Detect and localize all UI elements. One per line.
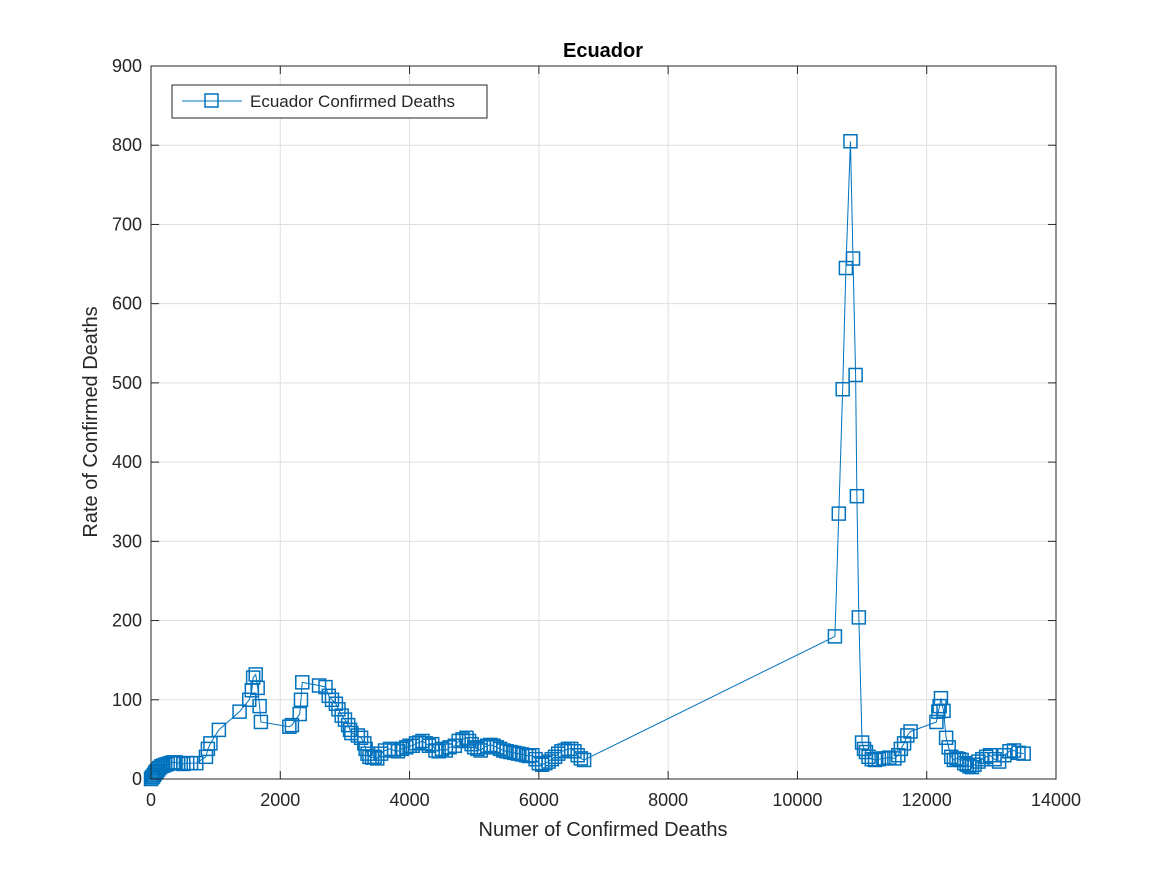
y-axis-label: Rate of Confirmed Deaths bbox=[80, 306, 102, 537]
data-point-marker bbox=[936, 703, 951, 719]
data-point-marker bbox=[848, 367, 863, 383]
data-point-marker bbox=[232, 704, 247, 719]
legend: Ecuador Confirmed Deaths bbox=[171, 84, 488, 119]
x-tick-label: 0 bbox=[146, 790, 156, 810]
data-point-marker bbox=[1016, 746, 1031, 761]
data-point-marker bbox=[390, 744, 406, 759]
data-point-marker bbox=[394, 741, 410, 757]
data-point-marker bbox=[211, 722, 227, 738]
data-point-marker bbox=[849, 488, 865, 504]
data-point-marker bbox=[250, 680, 265, 696]
y-tick-label: 600 bbox=[112, 294, 142, 314]
data-point-marker bbox=[1006, 743, 1022, 758]
data-point-marker bbox=[284, 717, 300, 733]
chart-title: Ecuador bbox=[563, 40, 643, 62]
y-tick-label: 500 bbox=[112, 373, 142, 393]
data-point-marker bbox=[1011, 745, 1026, 761]
data-point-marker bbox=[997, 747, 1012, 763]
data-point-marker bbox=[1002, 744, 1017, 759]
x-tick-label: 8000 bbox=[648, 790, 688, 810]
data-point-marker bbox=[827, 629, 843, 644]
x-axis-label: Numer of Confirmed Deaths bbox=[479, 819, 728, 841]
data-point-marker bbox=[845, 251, 861, 266]
axes bbox=[150, 65, 1057, 780]
y-tick-label: 300 bbox=[112, 531, 142, 551]
legend-entry-ecuador-confirmed-deaths: Ecuador Confirmed Deaths bbox=[250, 92, 455, 111]
data-point-marker bbox=[881, 750, 897, 765]
data-point-marker bbox=[510, 746, 526, 761]
x-tick-label: 14000 bbox=[1031, 790, 1081, 810]
data-point-marker bbox=[340, 717, 356, 733]
data-point-marker bbox=[932, 698, 947, 714]
data-point-marker bbox=[499, 744, 514, 759]
data-point-marker bbox=[956, 755, 972, 771]
data-point-marker bbox=[831, 506, 847, 521]
x-tick-label: 4000 bbox=[390, 790, 430, 810]
data-point-marker bbox=[938, 730, 954, 746]
data-point-marker bbox=[203, 736, 218, 751]
data-point-marker bbox=[576, 752, 592, 768]
data-point-marker bbox=[253, 714, 269, 730]
y-tick-label: 400 bbox=[112, 452, 142, 472]
x-tick-label: 10000 bbox=[772, 790, 822, 810]
legend-marker bbox=[204, 93, 219, 108]
data-point-marker bbox=[292, 706, 307, 722]
data-point-marker bbox=[353, 730, 369, 746]
y-tick-label: 700 bbox=[112, 214, 142, 234]
y-tick-label: 0 bbox=[132, 769, 142, 789]
y-tick-label: 200 bbox=[112, 611, 142, 631]
data-point-marker bbox=[295, 675, 310, 690]
data-point-marker bbox=[342, 722, 358, 738]
y-tick-label: 100 bbox=[112, 690, 142, 710]
tick-labels: 0 2000 4000 6000 8000 10000 12000 14000 0 100 200 3… bbox=[112, 56, 1081, 810]
y-tick-label: 800 bbox=[112, 135, 142, 155]
data-point-marker bbox=[843, 134, 858, 149]
data-point-marker bbox=[959, 757, 975, 772]
data-point-marker bbox=[503, 744, 518, 760]
y-tick-label: 900 bbox=[112, 56, 142, 76]
data-point-marker bbox=[871, 751, 887, 767]
data-point-marker bbox=[293, 692, 309, 708]
data-point-marker bbox=[903, 724, 918, 739]
data-point-marker bbox=[856, 741, 872, 757]
x-tick-label: 12000 bbox=[902, 790, 952, 810]
data-point-marker bbox=[851, 610, 867, 625]
data-point-marker bbox=[200, 741, 216, 757]
series-layer bbox=[143, 134, 1031, 787]
x-tick-label: 2000 bbox=[260, 790, 300, 810]
data-point-marker bbox=[370, 751, 385, 766]
data-point-marker bbox=[967, 757, 982, 772]
axes-box bbox=[150, 65, 1057, 780]
data-point-marker bbox=[987, 751, 1002, 767]
data-point-marker bbox=[835, 381, 850, 397]
x-tick-label: 6000 bbox=[519, 790, 559, 810]
data-point-marker bbox=[900, 728, 915, 743]
data-point-marker bbox=[168, 755, 183, 770]
plot-area bbox=[151, 66, 1056, 779]
data-point-marker bbox=[382, 741, 398, 757]
data-point-marker bbox=[245, 670, 261, 685]
data-point-marker bbox=[252, 698, 267, 714]
grid bbox=[151, 66, 1056, 779]
data-point-marker bbox=[282, 719, 297, 734]
data-point-marker bbox=[867, 752, 883, 768]
data-point-marker bbox=[507, 745, 522, 761]
data-point-marker bbox=[573, 751, 589, 766]
data-point-marker bbox=[438, 743, 454, 758]
